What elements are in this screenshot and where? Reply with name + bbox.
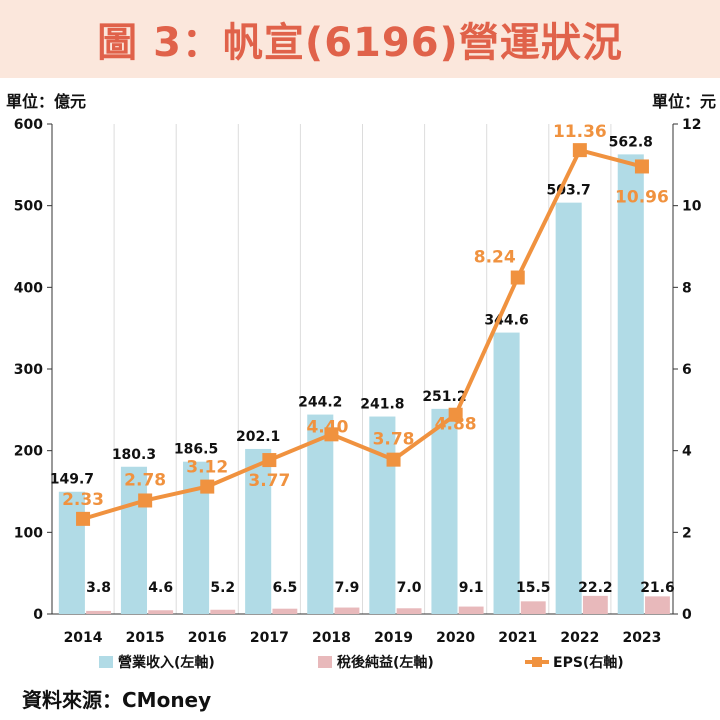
left-tick-label: 0 <box>33 607 43 623</box>
right-tick-label: 0 <box>682 607 692 623</box>
right-tick-label: 6 <box>682 362 692 378</box>
eps-data-label: 2.78 <box>124 470 166 490</box>
net-income-bar <box>334 607 360 614</box>
net-income-data-label: 22.2 <box>578 580 613 596</box>
revenue-data-label: 244.2 <box>298 395 342 411</box>
revenue-bar <box>617 154 644 614</box>
eps-data-label: 11.36 <box>553 122 607 142</box>
left-tick-label: 300 <box>14 362 43 378</box>
eps-marker <box>634 159 649 174</box>
eps-data-label: 3.77 <box>248 471 290 491</box>
legend-revenue-swatch <box>99 656 113 668</box>
right-tick-label: 8 <box>682 280 692 296</box>
eps-marker <box>386 452 401 467</box>
left-tick-label: 400 <box>14 280 43 296</box>
revenue-bar <box>120 466 148 614</box>
net-income-bar <box>210 609 236 614</box>
revenue-bar <box>431 408 458 614</box>
net-income-data-label: 7.0 <box>397 580 422 596</box>
x-tick-label: 2021 <box>498 630 537 646</box>
x-tick-label: 2016 <box>188 630 227 646</box>
net-income-data-label: 21.6 <box>640 580 675 596</box>
eps-data-label: 2.33 <box>62 490 104 510</box>
right-axis-unit: 單位：元 <box>651 92 716 111</box>
source-note: 資料來源：CMoney <box>22 688 212 712</box>
right-tick-label: 10 <box>682 199 702 215</box>
eps-marker <box>448 407 463 422</box>
x-tick-label: 2019 <box>374 630 413 646</box>
revenue-data-label: 503.7 <box>547 183 591 199</box>
x-tick-label: 2023 <box>622 630 661 646</box>
eps-data-label: 4.88 <box>435 415 477 435</box>
legend-net-income-label: 稅後純益(左軸) <box>337 654 434 671</box>
net-income-bar <box>645 596 670 614</box>
eps-marker <box>138 493 153 508</box>
eps-data-label: 3.12 <box>186 458 228 478</box>
legend-revenue-label: 營業收入(左軸) <box>118 654 215 671</box>
net-income-data-label: 6.5 <box>272 580 297 596</box>
net-income-bar <box>458 606 484 614</box>
net-income-bar <box>148 610 174 614</box>
revenue-bar <box>245 448 272 614</box>
net-income-data-label: 3.8 <box>86 580 111 596</box>
eps-marker <box>572 143 587 158</box>
right-tick-label: 2 <box>682 525 692 541</box>
revenue-bar <box>493 332 520 614</box>
eps-data-label: 8.24 <box>474 248 516 268</box>
eps-marker <box>262 453 277 468</box>
chart-title: 圖 3：帆宣(6196)營運狀況 <box>97 20 623 66</box>
net-income-bar <box>582 595 608 614</box>
x-tick-label: 2020 <box>436 630 475 646</box>
revenue-data-label: 241.8 <box>360 397 404 413</box>
x-tick-label: 2017 <box>250 630 289 646</box>
revenue-data-label: 562.8 <box>609 134 653 150</box>
net-income-data-label: 9.1 <box>459 580 484 596</box>
net-income-bar <box>520 601 546 614</box>
left-tick-label: 100 <box>14 525 43 541</box>
x-tick-label: 2022 <box>560 630 599 646</box>
left-tick-label: 600 <box>14 117 43 133</box>
left-tick-label: 500 <box>14 199 43 215</box>
eps-data-label: 3.78 <box>373 430 415 450</box>
eps-line <box>82 148 643 521</box>
legend-eps-marker <box>532 657 542 667</box>
x-tick-label: 2018 <box>312 630 351 646</box>
revenue-bar <box>555 202 582 614</box>
eps-marker <box>200 479 215 494</box>
eps-data-label: 10.96 <box>615 187 669 207</box>
left-tick-label: 200 <box>14 444 43 460</box>
net-income-data-label: 15.5 <box>516 580 551 596</box>
revenue-data-label: 186.5 <box>174 442 218 458</box>
net-income-bar <box>86 610 111 614</box>
x-tick-label: 2014 <box>64 630 103 646</box>
eps-marker <box>324 427 339 442</box>
revenue-data-label: 202.1 <box>236 429 280 445</box>
net-income-bar <box>272 608 298 614</box>
eps-marker <box>76 511 91 526</box>
revenue-bar <box>58 491 85 614</box>
revenue-data-label: 344.6 <box>484 313 528 329</box>
title-banner: 圖 3：帆宣(6196)營運狀況 <box>0 0 720 78</box>
revenue-data-label: 180.3 <box>112 447 156 463</box>
net-income-data-label: 7.9 <box>335 580 360 596</box>
revenue-bar <box>307 414 334 614</box>
x-tick-label: 2015 <box>126 630 165 646</box>
legend-net-income-swatch <box>318 656 332 668</box>
net-income-data-label: 4.6 <box>148 580 173 596</box>
net-income-data-label: 5.2 <box>210 580 235 596</box>
revenue-data-label: 251.2 <box>422 389 466 405</box>
right-tick-label: 12 <box>682 117 701 133</box>
eps-data-label: 4.40 <box>306 417 348 437</box>
net-income-bar <box>396 608 422 614</box>
legend-eps-label: EPS(右軸) <box>553 654 624 671</box>
eps-marker <box>510 270 525 285</box>
left-axis-unit: 單位：億元 <box>6 92 87 111</box>
revenue-data-label: 149.7 <box>50 472 94 488</box>
right-tick-label: 4 <box>682 444 692 460</box>
